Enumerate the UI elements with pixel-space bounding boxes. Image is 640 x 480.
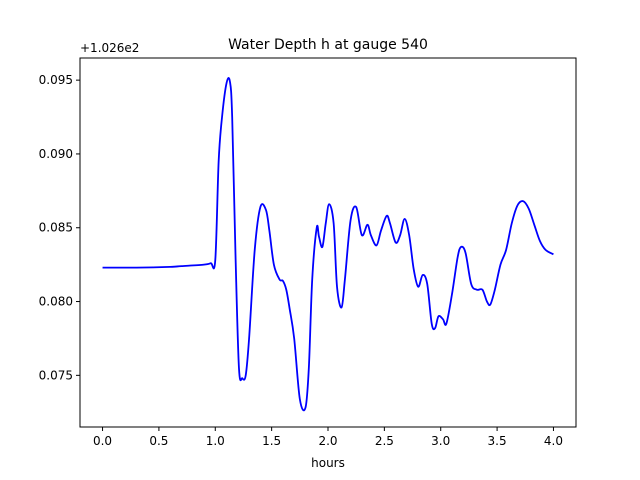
y-tick-label: 0.095 xyxy=(39,73,73,87)
y-tick-label: 0.075 xyxy=(39,368,73,382)
x-tick-label: 2.0 xyxy=(318,434,337,448)
y-tick-label: 0.090 xyxy=(39,147,73,161)
plot-area: 0.0 0.5 1.0 1.5 2.0 2.5 3.0 3.5 4.0 0.075 0.080 0.0… xyxy=(39,57,577,448)
x-tick-label: 1.0 xyxy=(206,434,225,448)
chart-title: Water Depth h at gauge 540 xyxy=(228,37,428,53)
y-axis-offset-label: +1.026e2 xyxy=(80,41,139,55)
x-axis-label: hours xyxy=(311,456,345,470)
x-tick-label: 3.5 xyxy=(488,434,507,448)
series-line-0 xyxy=(102,77,554,412)
x-tick-label: 1.5 xyxy=(262,434,281,448)
x-tick-label: 4.0 xyxy=(544,434,563,448)
x-tick-label: 0.5 xyxy=(149,434,168,448)
x-tick-label: 2.5 xyxy=(375,434,394,448)
y-tick-label: 0.080 xyxy=(39,295,73,309)
y-tick-label: 0.085 xyxy=(39,221,73,235)
x-tick-label: 3.0 xyxy=(431,434,450,448)
x-tick-label: 0.0 xyxy=(93,434,112,448)
